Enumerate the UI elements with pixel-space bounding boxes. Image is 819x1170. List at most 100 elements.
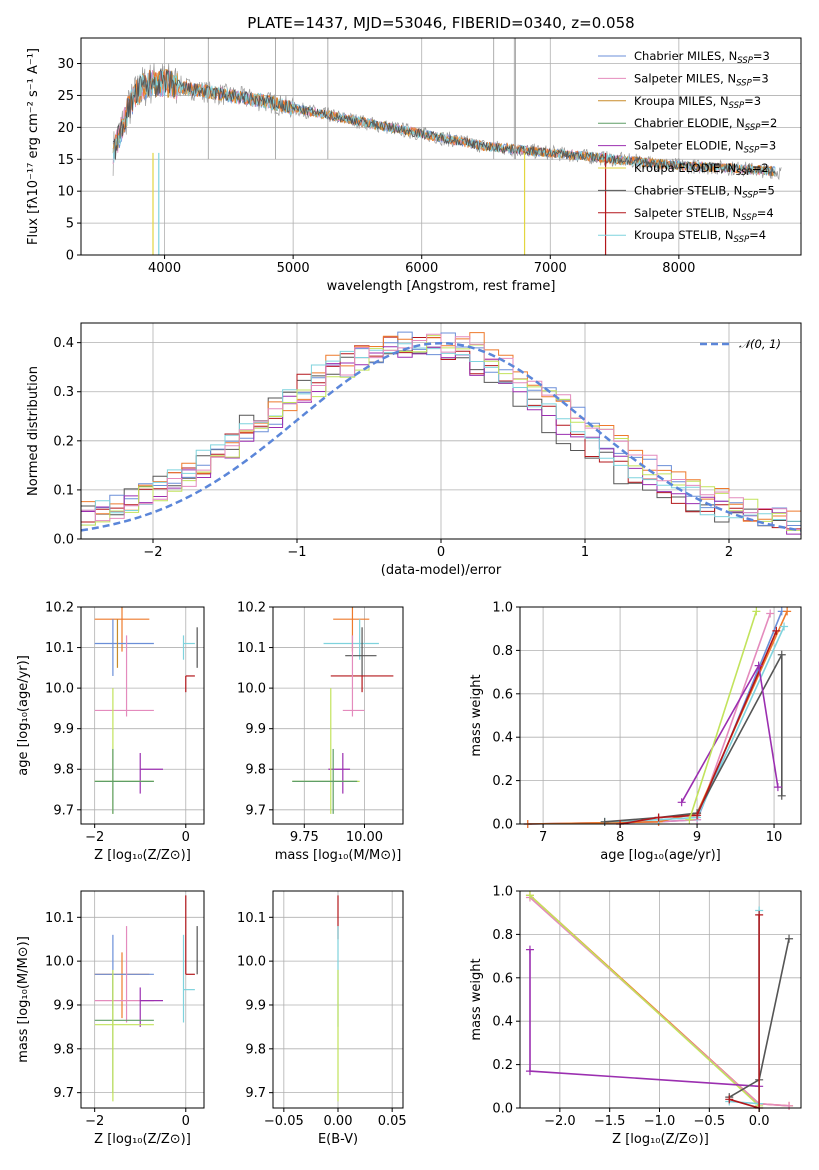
x-tick-label: −1.5 — [594, 1114, 626, 1129]
legend-tail: =4 — [757, 206, 774, 220]
y-tick-label: 0 — [66, 249, 74, 264]
spectrum-line — [112, 69, 776, 177]
plus-marker — [766, 609, 775, 618]
y-tick-label: 0.0 — [53, 533, 74, 548]
y-tick-label: 9.8 — [53, 1042, 74, 1057]
y-tick-label: 9.9 — [53, 998, 74, 1013]
plus-marker — [525, 945, 534, 954]
y-tick-label: 10 — [57, 185, 74, 200]
y-tick-label: 0.2 — [492, 774, 513, 789]
legend-entry: Kroupa STELIB, NSSP=4 — [634, 228, 766, 245]
y-tick-label: 1.0 — [492, 885, 513, 900]
legend-subscript: SSP — [734, 235, 750, 245]
gaussian-line — [81, 341, 801, 532]
legend-tail: =3 — [744, 94, 761, 108]
axes-frame — [80, 890, 205, 1109]
legend-subscript: SSP — [745, 123, 761, 133]
weight-line — [604, 626, 785, 823]
x-axis-label: Z [log₁₀(Z/Z⊙)] — [94, 848, 191, 863]
y-tick-label: 0.2 — [53, 434, 74, 449]
y-tick-label: 9.9 — [53, 722, 74, 737]
y-tick-label: 9.8 — [245, 1042, 266, 1057]
plus-marker — [777, 791, 786, 800]
x-tick-label: 8000 — [662, 261, 695, 276]
plus-marker — [754, 661, 763, 670]
y-axis-label: Normed distribution — [26, 366, 41, 496]
plus-marker — [785, 934, 794, 943]
y-tick-label: 20 — [57, 121, 74, 136]
y-tick-label: 10.0 — [237, 682, 266, 697]
x-tick-label: 0 — [182, 830, 190, 845]
y-tick-label: 0.4 — [492, 1015, 513, 1030]
y-axis-label: mass [log₁₀(M/M⊙)] — [16, 936, 31, 1063]
weight-line — [527, 610, 783, 825]
x-axis-label: age [log₁₀(age/yr)] — [600, 848, 721, 863]
x-tick-label: 1 — [581, 545, 589, 560]
plus-marker — [777, 650, 786, 659]
y-tick-label: 25 — [57, 89, 74, 104]
legend-tail: =5 — [758, 183, 775, 197]
y-tick-label: 0.8 — [492, 644, 513, 659]
y-tick-label: 9.8 — [245, 763, 266, 778]
y-axis-label: Flux [fλ10⁻¹⁷ erg cm⁻² s⁻¹ A⁻¹] — [26, 48, 41, 245]
plus-marker — [600, 817, 609, 826]
y-tick-label: 9.7 — [53, 803, 74, 818]
y-tick-label: 0.0 — [492, 1102, 513, 1117]
legend-subscript: SSP — [729, 101, 745, 111]
y-tick-label: 9.8 — [53, 763, 74, 778]
y-tick-label: 10.1 — [45, 641, 74, 656]
legend-tail: =2 — [760, 116, 777, 130]
axes-frame — [519, 606, 802, 825]
y-axis-label: mass weight — [469, 958, 484, 1040]
axes-frame — [519, 890, 802, 1109]
plus-marker — [525, 1067, 534, 1076]
x-tick-label: −0.05 — [264, 1114, 304, 1129]
legend-tail: =4 — [749, 228, 766, 242]
legend-subscript: SSP — [736, 78, 752, 88]
x-tick-label: −2 — [85, 1114, 104, 1129]
plus-marker — [773, 783, 782, 792]
y-tick-label: 0.4 — [492, 731, 513, 746]
axes — [81, 606, 204, 824]
legend-entry: Salpeter STELIB, NSSP=4 — [634, 206, 774, 223]
x-tick-label: 0.0 — [749, 1114, 770, 1129]
y-tick-label: 9.9 — [245, 722, 266, 737]
axes-frame — [80, 37, 802, 256]
y-tick-label: 10.0 — [45, 955, 74, 970]
axes-frame — [272, 606, 404, 825]
plus-marker — [525, 891, 534, 900]
x-axis-label: mass [log₁₀(M/M⊙)] — [275, 848, 402, 863]
y-tick-label: 10.0 — [237, 955, 266, 970]
legend-subscript: SSP — [741, 213, 757, 223]
x-axis-label: Z [log₁₀(Z/Z⊙)] — [94, 1132, 191, 1147]
plus-marker — [752, 607, 761, 616]
y-tick-label: 10.0 — [45, 682, 74, 697]
y-tick-label: 15 — [57, 153, 74, 168]
plus-marker — [772, 626, 781, 635]
legend-subscript: SSP — [742, 190, 758, 200]
y-tick-label: 10.2 — [45, 601, 74, 616]
histogram-series — [81, 336, 801, 530]
legend-subscript: SSP — [744, 146, 760, 156]
plus-marker — [725, 1095, 734, 1104]
x-axis-label: Z [log₁₀(Z/Z⊙)] — [612, 1132, 709, 1147]
y-tick-label: 10.1 — [237, 911, 266, 926]
weight-line — [729, 910, 760, 1105]
x-tick-label: 0.05 — [378, 1114, 407, 1129]
legend-entry: 𝒩(0, 1) — [739, 337, 781, 351]
legend-entry: Salpeter ELODIE, NSSP=3 — [634, 139, 776, 156]
x-axis-label: E(B-V) — [318, 1132, 358, 1147]
y-tick-label: 0.3 — [53, 385, 74, 400]
x-tick-label: 0 — [182, 1114, 190, 1129]
legend-subscript: SSP — [737, 56, 753, 66]
y-tick-label: 0.6 — [492, 687, 513, 702]
x-tick-label: 10 — [766, 830, 783, 845]
y-tick-label: 0.2 — [492, 1058, 513, 1073]
y-tick-label: 10.2 — [237, 601, 266, 616]
x-tick-label: −0.5 — [694, 1114, 726, 1129]
x-tick-label: 9 — [693, 830, 701, 845]
y-tick-label: 0.0 — [492, 818, 513, 833]
legend-tail: =3 — [759, 139, 776, 153]
x-axis-label: wavelength [Angstrom, rest frame] — [327, 279, 556, 294]
